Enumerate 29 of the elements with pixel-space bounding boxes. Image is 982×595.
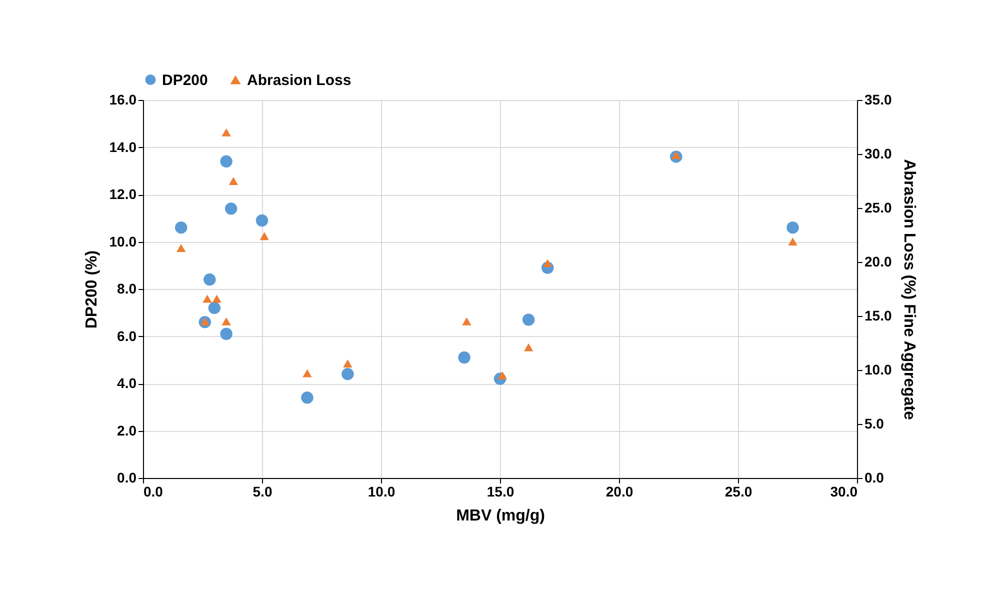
y-tick-label: 16.0: [109, 92, 137, 108]
y-axis-title: DP200 (%): [83, 250, 100, 329]
y2-tick-label: 15.0: [864, 308, 892, 324]
legend-label: Abrasion Loss: [247, 72, 352, 89]
y-tick-label: 10.0: [109, 233, 137, 250]
y2-tick-label: 35.0: [864, 92, 892, 108]
x-axis-title: MBV (mg/g): [456, 508, 545, 524]
y2-tick-label: 10.0: [864, 362, 892, 378]
x-tick-label: 25.0: [724, 484, 752, 500]
x-tick-label: 10.0: [368, 484, 396, 500]
y-tick-label: 8.0: [117, 280, 137, 296]
x-tick-label: 30.0: [830, 484, 858, 500]
x-tick-label: 15.0: [486, 484, 514, 500]
y2-tick-label: 25.0: [864, 200, 892, 216]
x-tick-label: 5.0: [252, 484, 272, 500]
y-tick-label: 2.0: [117, 422, 137, 438]
y2-tick-label: 5.0: [864, 416, 884, 432]
y2-tick-label: 20.0: [864, 254, 892, 270]
y-tick-label: 6.0: [117, 328, 137, 344]
y-tick-label: 4.0: [117, 375, 137, 391]
y2-tick-label: 30.0: [864, 146, 892, 162]
y2-axis-title: Abrasion Loss (%) Fine Aggregate: [900, 159, 918, 420]
y2-tick-label: 0.0: [864, 470, 884, 486]
x-tick-label: 20.0: [606, 484, 634, 500]
y-tick-label: 0.0: [117, 470, 137, 486]
x-tick-label: 0.0: [144, 484, 164, 500]
y-tick-label: 12.0: [109, 186, 137, 202]
legend-label: DP200: [162, 72, 208, 89]
y-tick-label: 14.0: [109, 138, 137, 155]
